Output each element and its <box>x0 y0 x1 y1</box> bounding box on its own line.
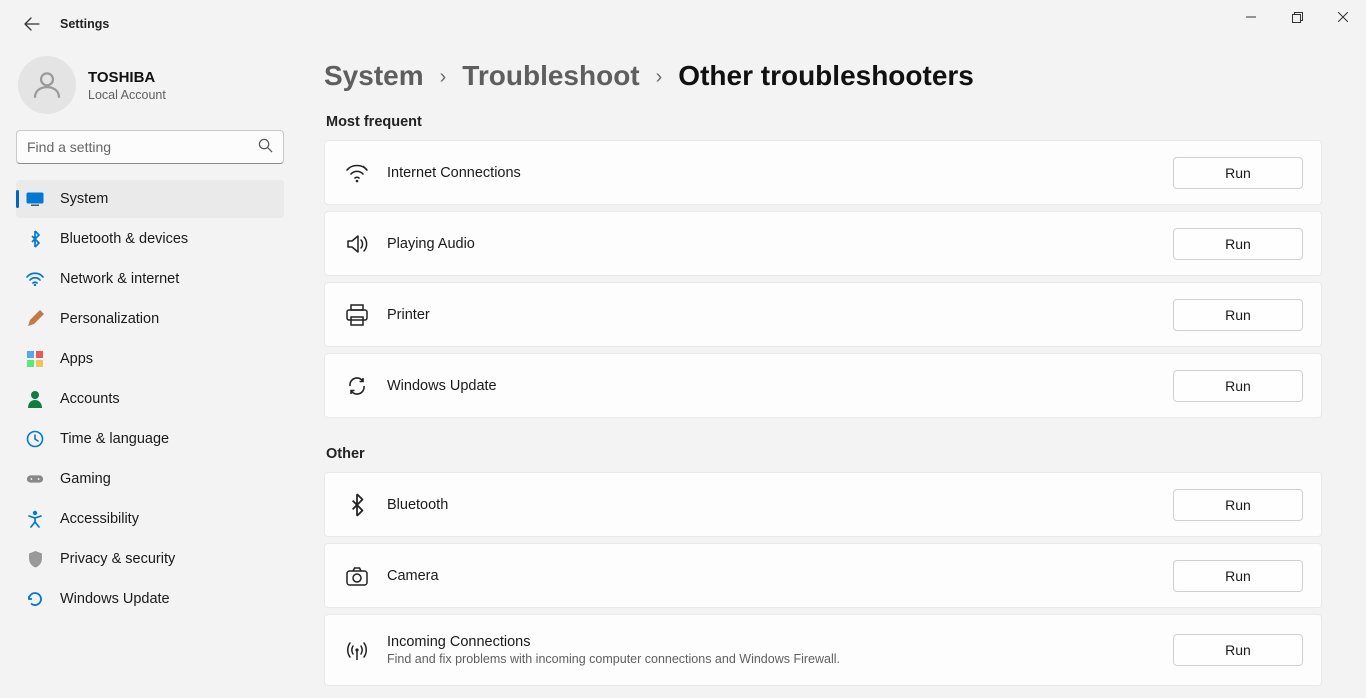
sidebar-item-gaming[interactable]: Gaming <box>16 460 284 498</box>
privacy-icon <box>26 550 44 568</box>
bluetooth-icon <box>26 230 44 248</box>
system-icon <box>26 190 44 208</box>
person-icon <box>30 68 64 102</box>
profile-name: TOSHIBA <box>88 69 166 86</box>
camera-icon <box>343 562 371 590</box>
sidebar-item-network[interactable]: Network & internet <box>16 260 284 298</box>
troubleshooter-section: Most frequentInternet ConnectionsRunPlay… <box>324 114 1322 418</box>
troubleshooter-card-winupdate: Windows UpdateRun <box>324 353 1322 418</box>
troubleshooter-title: Bluetooth <box>387 497 1173 513</box>
accounts-icon <box>26 390 44 408</box>
run-button[interactable]: Run <box>1173 228 1303 260</box>
sidebar-item-label: Time & language <box>60 431 169 447</box>
troubleshooter-card-bt: BluetoothRun <box>324 472 1322 537</box>
wifi-icon <box>343 159 371 187</box>
apps-icon <box>26 350 44 368</box>
personalization-icon <box>26 310 44 328</box>
sidebar-item-bluetooth[interactable]: Bluetooth & devices <box>16 220 284 258</box>
back-button[interactable] <box>20 12 44 36</box>
titlebar: Settings <box>0 0 1366 48</box>
sidebar-item-label: Gaming <box>60 471 111 487</box>
search-input[interactable] <box>27 139 258 155</box>
run-button[interactable]: Run <box>1173 157 1303 189</box>
sidebar-item-privacy[interactable]: Privacy & security <box>16 540 284 578</box>
troubleshooter-title: Playing Audio <box>387 236 1173 252</box>
sidebar-item-label: Network & internet <box>60 271 179 287</box>
troubleshooter-card-camera: CameraRun <box>324 543 1322 608</box>
troubleshooter-title: Internet Connections <box>387 165 1173 181</box>
window-controls <box>1228 0 1366 40</box>
nav-list: System Bluetooth & devices Network & inter… <box>0 176 300 618</box>
run-button[interactable]: Run <box>1173 634 1303 666</box>
chevron-right-icon: › <box>440 66 447 89</box>
breadcrumb-item: Other troubleshooters <box>678 60 974 92</box>
time-icon <box>26 430 44 448</box>
sidebar-item-label: Accessibility <box>60 511 139 527</box>
sidebar-item-label: Apps <box>60 351 93 367</box>
section-title: Most frequent <box>326 114 1322 130</box>
run-button[interactable]: Run <box>1173 299 1303 331</box>
section-title: Other <box>326 446 1322 462</box>
close-button[interactable] <box>1320 0 1366 34</box>
sidebar-item-apps[interactable]: Apps <box>16 340 284 378</box>
printer-icon <box>343 301 371 329</box>
window-title: Settings <box>60 17 109 31</box>
search-box[interactable] <box>16 130 284 164</box>
sidebar-item-time[interactable]: Time & language <box>16 420 284 458</box>
troubleshooter-title: Camera <box>387 568 1173 584</box>
troubleshooter-card-printer: PrinterRun <box>324 282 1322 347</box>
antenna-icon <box>343 636 371 664</box>
run-button[interactable]: Run <box>1173 489 1303 521</box>
sidebar: TOSHIBA Local Account System Bluetooth & … <box>0 48 300 698</box>
sidebar-item-accounts[interactable]: Accounts <box>16 380 284 418</box>
breadcrumb: System › Troubleshoot › Other troubleshooter… <box>324 60 1322 92</box>
gaming-icon <box>26 470 44 488</box>
breadcrumb-item[interactable]: Troubleshoot <box>462 60 639 92</box>
sidebar-item-label: Bluetooth & devices <box>60 231 188 247</box>
sidebar-item-accessibility[interactable]: Accessibility <box>16 500 284 538</box>
profile-block[interactable]: TOSHIBA Local Account <box>0 56 300 130</box>
sidebar-item-label: Accounts <box>60 391 120 407</box>
arrow-left-icon <box>24 16 40 32</box>
breadcrumb-item[interactable]: System <box>324 60 424 92</box>
main-content: System › Troubleshoot › Other troubleshooter… <box>300 48 1366 698</box>
maximize-button[interactable] <box>1274 0 1320 34</box>
troubleshooter-subtitle: Find and fix problems with incoming comp… <box>387 652 1173 666</box>
troubleshooter-section: OtherBluetoothRunCameraRunIncoming Conne… <box>324 446 1322 686</box>
update-icon <box>26 590 44 608</box>
avatar <box>18 56 76 114</box>
troubleshooter-card-incoming: Incoming Connections Find and fix problem… <box>324 614 1322 686</box>
troubleshooter-card-audio: Playing AudioRun <box>324 211 1322 276</box>
troubleshooter-title: Windows Update <box>387 378 1173 394</box>
run-button[interactable]: Run <box>1173 370 1303 402</box>
bluetooth-icon <box>343 491 371 519</box>
minimize-button[interactable] <box>1228 0 1274 34</box>
sidebar-item-label: Windows Update <box>60 591 170 607</box>
accessibility-icon <box>26 510 44 528</box>
network-icon <box>26 270 44 288</box>
sidebar-item-label: System <box>60 191 108 207</box>
chevron-right-icon: › <box>656 66 663 89</box>
sidebar-item-label: Personalization <box>60 311 159 327</box>
sync-icon <box>343 372 371 400</box>
search-icon <box>258 138 273 156</box>
sidebar-item-update[interactable]: Windows Update <box>16 580 284 618</box>
troubleshooter-card-internet: Internet ConnectionsRun <box>324 140 1322 205</box>
sidebar-item-system[interactable]: System <box>16 180 284 218</box>
run-button[interactable]: Run <box>1173 560 1303 592</box>
speaker-icon <box>343 230 371 258</box>
troubleshooter-title: Incoming Connections <box>387 634 1173 650</box>
sidebar-item-label: Privacy & security <box>60 551 175 567</box>
sidebar-item-personalization[interactable]: Personalization <box>16 300 284 338</box>
profile-sub: Local Account <box>88 88 166 102</box>
troubleshooter-title: Printer <box>387 307 1173 323</box>
